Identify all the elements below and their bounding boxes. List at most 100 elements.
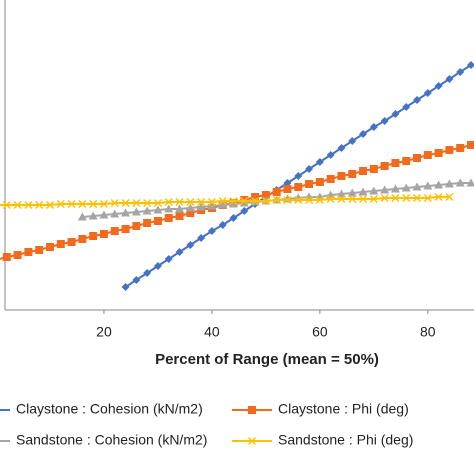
x-axis-title: Percent of Range (mean = 50%) bbox=[155, 351, 379, 368]
x-tick-label: 40 bbox=[204, 324, 220, 340]
marker bbox=[218, 221, 227, 229]
marker bbox=[99, 210, 109, 219]
marker bbox=[315, 158, 324, 166]
marker bbox=[380, 117, 389, 125]
marker bbox=[207, 201, 217, 210]
marker bbox=[132, 222, 141, 230]
marker bbox=[35, 200, 44, 210]
marker bbox=[412, 182, 422, 191]
legend-label: Claystone : Phi (deg) bbox=[278, 401, 409, 417]
marker bbox=[121, 283, 130, 291]
marker bbox=[445, 75, 454, 83]
marker bbox=[467, 141, 474, 149]
marker bbox=[110, 209, 120, 218]
marker bbox=[132, 276, 141, 284]
marker bbox=[326, 194, 335, 204]
marker bbox=[121, 208, 131, 217]
marker bbox=[294, 195, 303, 205]
marker bbox=[326, 151, 335, 159]
marker bbox=[283, 185, 292, 193]
marker bbox=[142, 206, 152, 215]
marker bbox=[348, 137, 357, 145]
marker bbox=[315, 178, 324, 186]
marker bbox=[434, 192, 443, 202]
marker bbox=[35, 246, 44, 254]
marker bbox=[359, 194, 368, 204]
marker bbox=[186, 241, 195, 249]
marker bbox=[456, 68, 465, 76]
marker bbox=[89, 232, 98, 240]
marker bbox=[444, 179, 454, 188]
marker bbox=[186, 197, 195, 207]
x-tick-label: 80 bbox=[420, 324, 436, 340]
marker bbox=[143, 219, 152, 227]
marker bbox=[88, 211, 98, 220]
marker bbox=[402, 193, 411, 203]
marker bbox=[153, 262, 162, 270]
marker bbox=[153, 198, 162, 208]
marker bbox=[143, 269, 152, 277]
marker bbox=[466, 178, 474, 187]
marker bbox=[121, 198, 130, 208]
marker bbox=[434, 180, 444, 189]
marker bbox=[24, 248, 33, 256]
marker bbox=[455, 178, 465, 187]
legend-marker bbox=[248, 406, 256, 414]
marker bbox=[229, 199, 238, 208]
marker bbox=[240, 196, 249, 206]
marker bbox=[413, 154, 422, 162]
marker bbox=[67, 199, 76, 209]
marker bbox=[294, 172, 303, 180]
marker bbox=[99, 199, 108, 209]
marker bbox=[261, 191, 270, 199]
marker bbox=[89, 199, 98, 209]
marker bbox=[402, 157, 411, 165]
marker bbox=[153, 217, 162, 225]
marker bbox=[239, 198, 249, 207]
marker bbox=[164, 197, 173, 207]
marker bbox=[445, 192, 454, 202]
marker bbox=[207, 197, 216, 207]
marker bbox=[261, 196, 270, 206]
marker bbox=[121, 225, 130, 233]
marker bbox=[45, 243, 54, 251]
marker bbox=[77, 212, 87, 221]
marker bbox=[132, 198, 141, 208]
marker bbox=[423, 89, 432, 97]
legend-label: Sandstone : Phi (deg) bbox=[278, 432, 413, 448]
marker bbox=[164, 214, 173, 222]
marker bbox=[24, 200, 33, 210]
marker bbox=[359, 130, 368, 138]
marker bbox=[402, 103, 411, 111]
marker bbox=[175, 204, 185, 213]
legend-label: Claystone : Cohesion (kN/m2) bbox=[16, 401, 203, 417]
marker bbox=[229, 214, 238, 222]
marker bbox=[186, 209, 195, 217]
x-tick-label: 20 bbox=[96, 324, 112, 340]
marker bbox=[175, 197, 184, 207]
marker bbox=[348, 170, 357, 178]
marker bbox=[305, 195, 314, 205]
marker bbox=[423, 181, 433, 190]
marker bbox=[434, 82, 443, 90]
marker bbox=[283, 195, 292, 205]
marker bbox=[272, 195, 281, 205]
marker bbox=[110, 198, 119, 208]
legend-marker bbox=[247, 436, 257, 446]
x-tick-label: 60 bbox=[312, 324, 328, 340]
marker bbox=[401, 183, 411, 192]
marker bbox=[369, 194, 378, 204]
marker bbox=[240, 207, 249, 215]
marker bbox=[2, 200, 11, 210]
marker bbox=[67, 238, 76, 246]
marker bbox=[251, 196, 260, 206]
marker bbox=[185, 203, 195, 212]
marker bbox=[78, 235, 87, 243]
marker bbox=[369, 123, 378, 131]
marker bbox=[196, 202, 206, 211]
marker bbox=[391, 193, 400, 203]
marker bbox=[110, 227, 119, 235]
marker bbox=[456, 144, 465, 152]
marker bbox=[164, 255, 173, 263]
marker bbox=[369, 165, 378, 173]
